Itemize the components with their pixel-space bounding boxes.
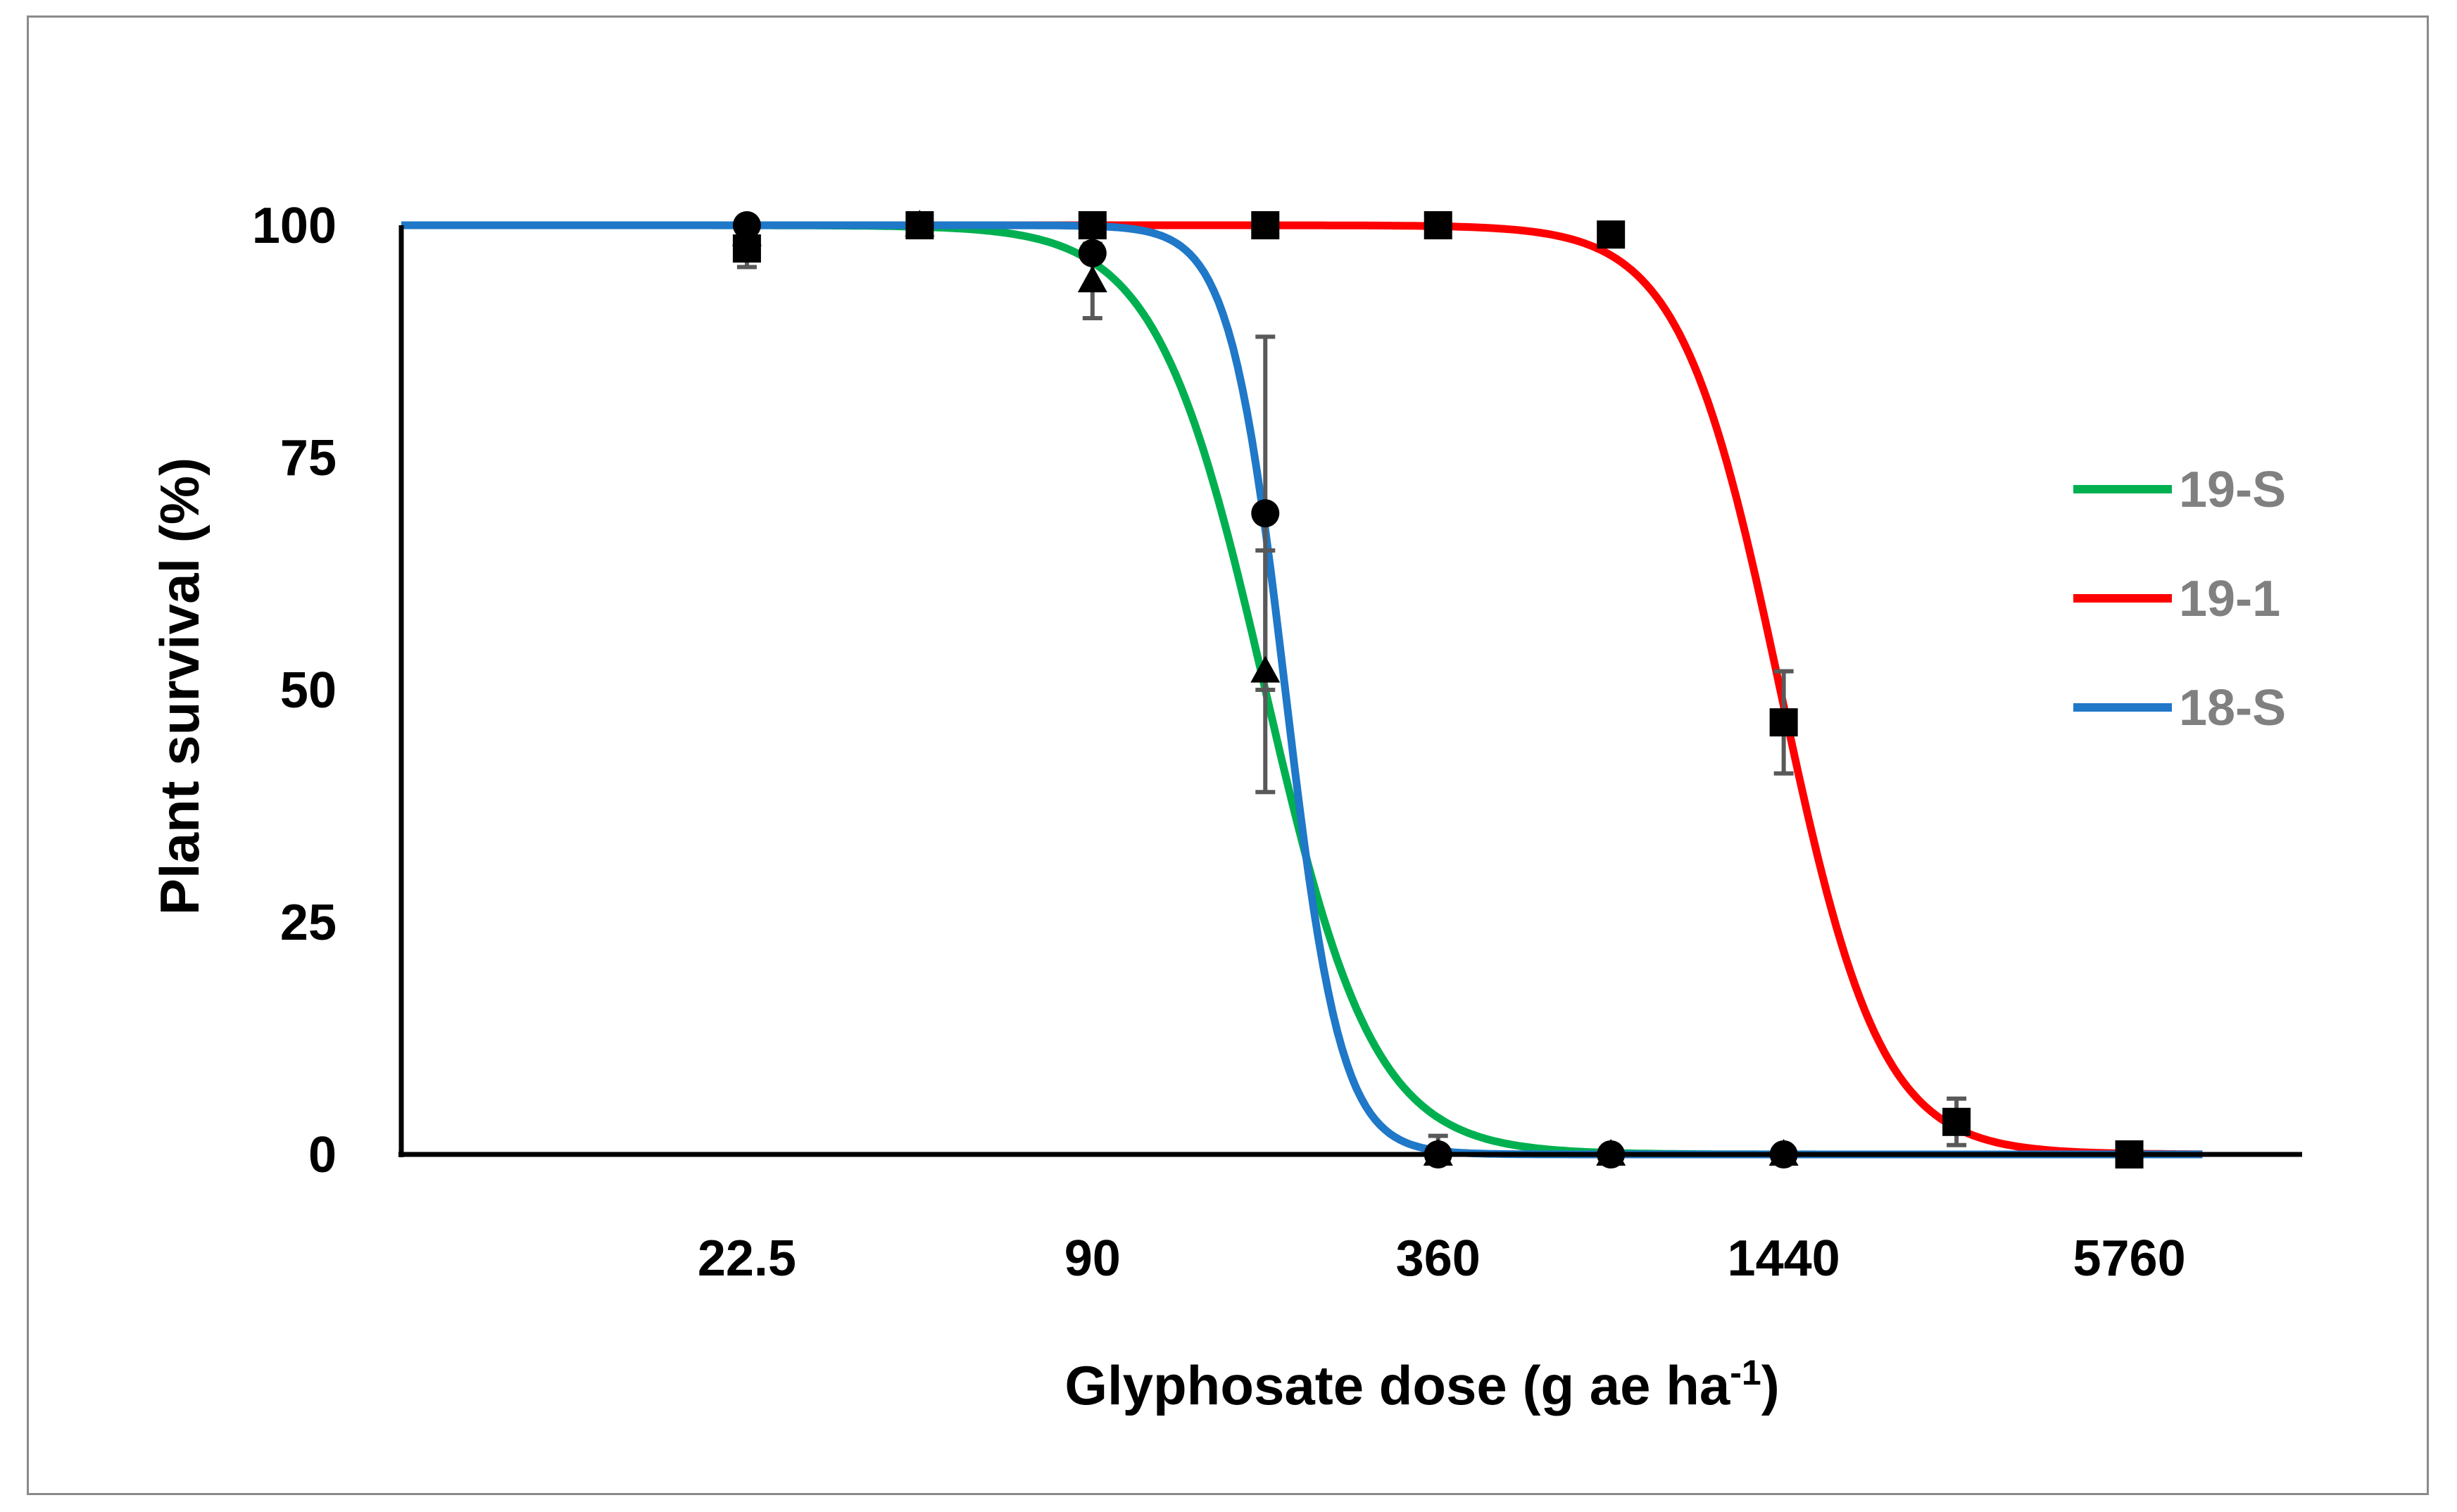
x-tick-label: 1440 [1728,1230,1840,1287]
marker-square-19-1 [1424,211,1452,239]
data-markers [731,210,2144,1168]
x-tick-label: 360 [1396,1230,1481,1287]
x-axis-title-superscript: -1 [1730,1353,1761,1392]
x-axis-title: Glyphosate dose (g ae ha-1) [1064,1353,1779,1416]
marker-circle-18-S [1769,1140,1798,1168]
curve-19-1 [401,221,2203,1159]
axes [398,225,2302,1157]
curve-18-S [401,221,2203,1159]
marker-square-19-1 [1251,211,1280,239]
y-tick-label: 0 [308,1127,337,1183]
x-tick-label: 90 [1064,1230,1121,1287]
marker-circle-18-S [1597,1140,1626,1168]
curve-19-S [401,221,2203,1159]
marker-square-19-1 [1078,211,1107,239]
marker-square-19-1 [1769,708,1798,737]
tick-labels: 0 25 50 75 100 22.5 90 360 1440 5760 [252,198,2186,1287]
marker-square-19-1 [1942,1107,1971,1136]
legend-label-19-1: 19-1 [2179,571,2280,627]
legend: 19-S 19-1 18-S [2073,462,2286,736]
marker-square-19-1 [1597,220,1626,249]
fitted-curves [401,221,2203,1159]
y-tick-label: 75 [280,430,337,486]
figure-frame [27,15,2429,1495]
y-tick-label: 100 [252,198,337,254]
x-axis-title-suffix: ) [1761,1354,1780,1416]
marker-circle-18-S [1078,239,1107,267]
legend-label-19-S: 19-S [2179,462,2286,518]
marker-circle-18-S [1424,1140,1452,1168]
x-tick-label: 5760 [2073,1230,2185,1287]
marker-circle-18-S [732,211,761,239]
marker-circle-18-S [905,211,934,239]
legend-label-18-S: 18-S [2179,680,2286,736]
marker-triangle-19-S [1077,265,1107,293]
x-axis-title-main: Glyphosate dose (g ae ha [1064,1354,1730,1416]
marker-triangle-19-S [1250,655,1281,683]
y-tick-label: 25 [280,895,337,951]
marker-circle-18-S [1251,499,1280,528]
y-tick-label: 50 [280,662,337,719]
x-tick-label: 22.5 [698,1230,796,1287]
error-bars [736,223,1967,1157]
y-axis-title: Plant survival (%) [149,458,210,915]
marker-square-19-1 [2115,1140,2144,1168]
